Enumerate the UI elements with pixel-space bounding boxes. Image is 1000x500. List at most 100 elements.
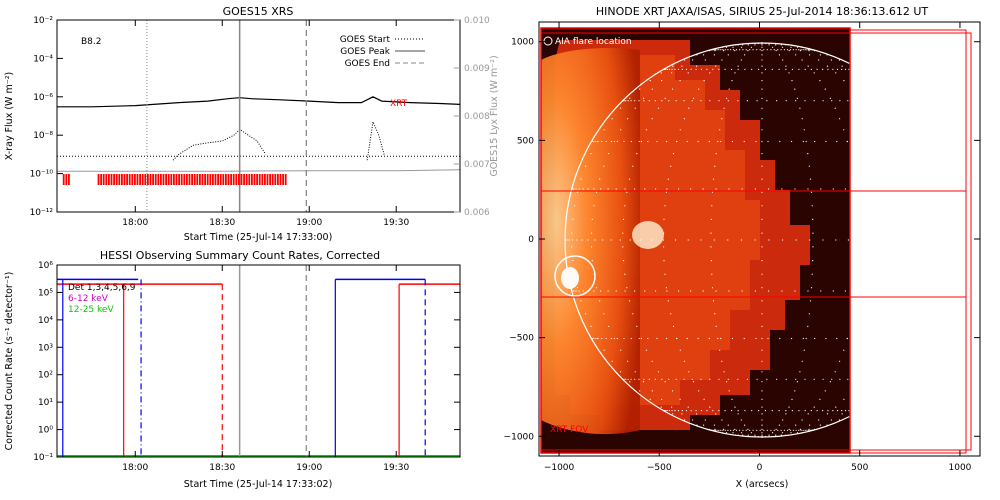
grid-dot <box>841 413 843 415</box>
grid-dot <box>800 49 802 51</box>
grid-dot <box>712 49 714 51</box>
grid-dot <box>804 68 806 70</box>
grid-dot <box>591 260 593 262</box>
grid-dot <box>632 165 634 167</box>
grid-dot <box>766 49 768 51</box>
grid-dot <box>607 188 609 190</box>
grid-dot <box>601 140 603 143</box>
xrt-observation-tick <box>248 174 251 185</box>
grid-dot <box>820 290 822 292</box>
grid-dot <box>780 49 782 51</box>
grid-dot <box>721 432 724 434</box>
grid-dot <box>713 429 715 431</box>
grid-dot <box>773 49 775 51</box>
grid-dot <box>761 381 763 383</box>
grid-dot <box>843 129 845 131</box>
grid-dot <box>796 432 799 434</box>
grid-dot <box>749 49 751 51</box>
grid-dot <box>822 378 824 380</box>
grid-dot <box>668 410 671 412</box>
grid-dot <box>724 49 726 51</box>
grid-dot <box>668 378 670 380</box>
grid-dot <box>781 432 784 434</box>
xrt-observation-tick <box>245 174 248 185</box>
grid-dot <box>799 371 801 373</box>
grid-dot <box>841 410 843 412</box>
grid-dot <box>740 46 743 48</box>
grid-dot <box>832 68 834 70</box>
xrt-observation-tick <box>162 174 165 185</box>
grid-dot <box>836 68 839 70</box>
grid-dot <box>703 424 705 426</box>
grid-dot <box>723 50 725 52</box>
grid-dot <box>634 188 636 190</box>
grid-dot <box>752 429 754 431</box>
grid-dot <box>803 129 805 131</box>
grid-dot <box>731 140 734 143</box>
grid-dot <box>761 428 763 430</box>
grid-dot <box>595 191 598 193</box>
grid-dot <box>761 191 763 193</box>
grid-dot <box>634 107 636 109</box>
grid-dot <box>610 239 612 241</box>
grid-dot <box>625 100 627 102</box>
grid-dot <box>804 378 806 380</box>
grid-dot <box>690 68 692 70</box>
grid-dot <box>744 68 746 70</box>
grid-dot <box>785 68 787 70</box>
grid-dot <box>844 410 847 412</box>
grid-dot <box>794 290 796 292</box>
grid-dot <box>657 107 660 109</box>
hessi-x-tick-label: 19:30 <box>383 463 409 473</box>
xrt-xlabel: X (arcsecs) <box>736 479 789 490</box>
grid-dot <box>810 410 812 412</box>
grid-dot <box>670 165 672 167</box>
grid-dot <box>624 273 626 275</box>
grid-dot <box>698 88 700 90</box>
grid-dot <box>656 337 658 340</box>
grid-dot <box>696 413 698 415</box>
grid-dot <box>749 429 751 431</box>
grid-dot <box>826 65 829 67</box>
hessi-y-tick-label: 10⁵ <box>38 288 53 298</box>
grid-dot <box>809 424 811 426</box>
grid-dot <box>766 100 768 102</box>
xrt-observation-tick <box>100 174 102 185</box>
grid-dot <box>676 140 678 143</box>
grid-dot <box>640 140 643 143</box>
grid-dot <box>791 140 793 143</box>
grid-dot <box>572 260 574 262</box>
grid-dot <box>744 54 746 56</box>
xrt-observation-tick <box>240 174 243 185</box>
grid-dot <box>761 287 763 289</box>
grid-dot <box>725 46 728 48</box>
grid-dot <box>761 436 763 438</box>
grid-dot <box>601 337 603 340</box>
grid-dot <box>590 153 592 155</box>
grid-dot <box>716 49 718 51</box>
xrt-observation-tick <box>279 174 282 185</box>
grid-dot <box>737 434 739 436</box>
xrt-image: AIA flare location XRT FOV <box>539 22 980 456</box>
grid-dot <box>773 429 775 431</box>
grid-dot <box>827 68 829 70</box>
goes-panel: GOES15 XRS 18:00 18:30 19:00 19:30 10⁻¹² 10⁻¹… <box>4 5 500 243</box>
grid-dot <box>727 429 729 431</box>
grid-dot <box>742 434 744 436</box>
grid-dot <box>712 68 714 70</box>
hessi-ylabel: Corrected Count Rate (s⁻¹ detector⁻¹) <box>4 272 15 451</box>
xrt-x-tick-label: −500 <box>647 463 672 473</box>
grid-dot <box>721 360 723 362</box>
goes-x-tick-label: 19:00 <box>296 218 322 228</box>
grid-dot <box>651 88 653 90</box>
grid-dot <box>720 429 722 431</box>
grid-dot <box>813 378 815 380</box>
xrt-fov-box-right <box>849 29 967 454</box>
grid-dot <box>761 80 763 82</box>
grid-dot <box>644 290 646 292</box>
grid-dot <box>768 290 770 292</box>
grid-dot <box>666 68 668 70</box>
grid-dot <box>690 290 692 292</box>
grid-dot <box>832 290 834 292</box>
grid-dot <box>651 360 653 362</box>
